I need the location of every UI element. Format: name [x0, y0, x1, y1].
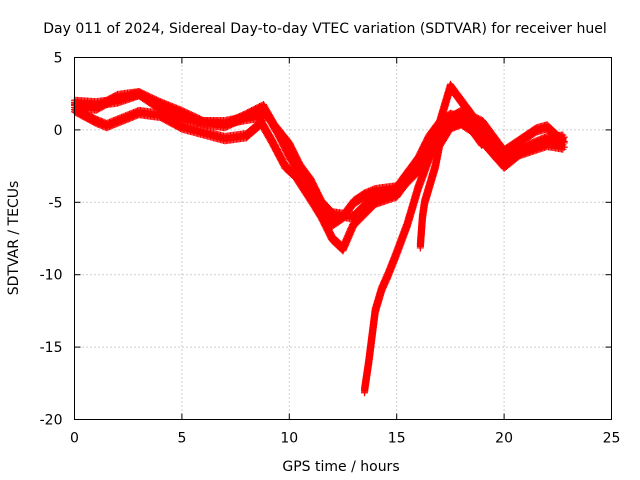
series-track-b	[71, 103, 568, 255]
chart-title: Day 011 of 2024, Sidereal Day-to-day VTE…	[43, 21, 606, 37]
series-track-c	[71, 88, 568, 223]
grid	[74, 57, 612, 420]
plot-area	[71, 80, 568, 397]
series-track-d	[360, 80, 568, 397]
